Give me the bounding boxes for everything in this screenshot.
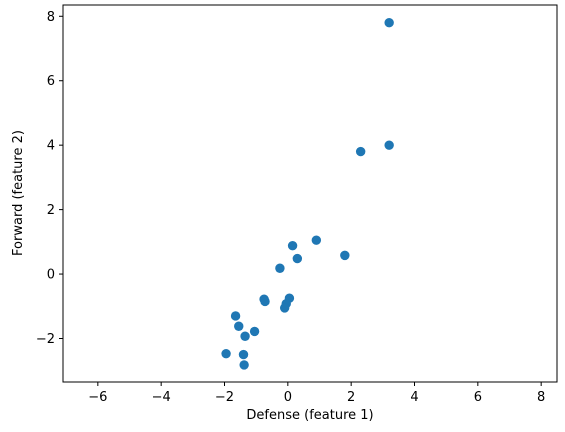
data-point-18 [221,348,231,359]
data-point-2 [384,140,394,150]
x-tick-label: −4 [152,390,171,405]
data-point-15 [234,321,244,331]
data-point-6 [292,253,303,264]
data-point-11 [279,303,290,313]
data-point-16 [249,326,260,337]
x-tick-label: 6 [474,390,482,405]
points-layer [221,18,394,370]
x-tick-label: 4 [410,390,418,405]
y-tick-label: −2 [36,332,55,347]
data-point-19 [238,349,249,360]
x-tick-label: 2 [347,390,355,405]
data-point-7 [340,250,350,261]
data-point-13 [260,296,270,307]
x-tick-label: 8 [537,390,545,405]
y-tick-label: 4 [47,139,55,154]
data-point-5 [287,241,298,251]
data-point-17 [240,331,250,341]
x-tick-label: −6 [88,390,107,405]
x-axis-label: Defense (feature 1) [246,408,373,423]
y-tick-label: 8 [47,10,55,25]
y-axis: −2 0 2 4 6 8 [36,10,63,347]
x-axis: −6 −4 −2 0 2 4 6 8 [88,382,545,405]
y-tick-label: 6 [47,74,55,89]
x-tick-label: 0 [284,390,292,405]
plot-frame [62,4,558,383]
data-point-8 [275,263,285,273]
data-point-4 [311,235,322,245]
data-point-14 [230,311,241,321]
y-axis-label: Forward (feature 2) [11,130,26,256]
x-tick-label: −2 [215,390,234,405]
data-point-3 [355,146,366,157]
y-tick-label: 0 [47,268,55,283]
y-tick-label: 2 [47,203,55,218]
data-point-1 [384,18,394,28]
data-point-20 [239,360,249,370]
